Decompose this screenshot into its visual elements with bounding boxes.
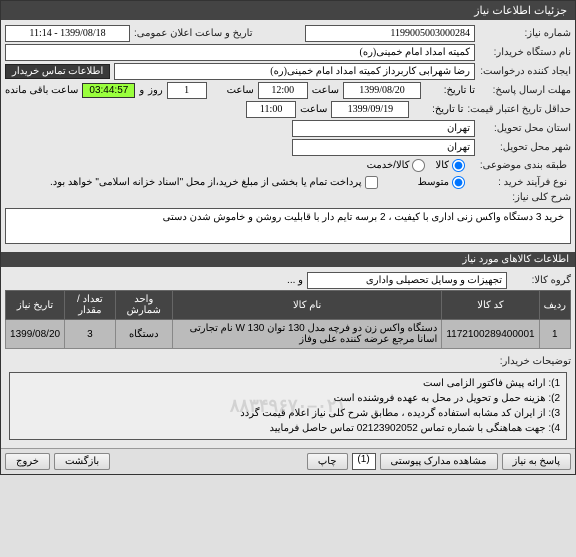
validity-time bbox=[246, 101, 296, 118]
announce-label: تاریخ و ساعت اعلان عمومی: bbox=[134, 28, 253, 39]
reply-button[interactable]: پاسخ به نیاز bbox=[502, 453, 572, 470]
deadline-label: مهلت ارسال پاسخ: bbox=[479, 85, 571, 96]
announce-field bbox=[5, 25, 130, 42]
desc-label: شرح کلی نیاز: bbox=[479, 192, 571, 203]
remaining-days bbox=[167, 82, 207, 99]
buyer-org-field bbox=[5, 44, 475, 61]
deadline-time bbox=[258, 82, 308, 99]
note-line-3: 3): از ایران کد مشابه استفاده گردیده ، م… bbox=[16, 406, 560, 421]
deadline-date bbox=[343, 82, 421, 99]
need-description: خرید 3 دستگاه واکس زنی اداری با کیفیت ، … bbox=[5, 208, 571, 244]
exit-button[interactable]: خروج bbox=[5, 453, 50, 470]
delivery-city-label: شهر محل تحویل: bbox=[479, 142, 571, 153]
table-row: 1 1172100289400001 دستگاه واکس زن دو فرچ… bbox=[6, 320, 571, 349]
footer-bar: پاسخ به نیاز مشاهده مدارک پیوستی (1) چاپ… bbox=[1, 448, 575, 474]
buyer-notes: 1): ارائه پیش فاکتور الزامی است 2): هزین… bbox=[9, 372, 567, 440]
radio-goods-service-input[interactable] bbox=[412, 159, 425, 172]
col-name: نام کالا bbox=[172, 291, 441, 320]
group-field bbox=[307, 272, 507, 289]
radio-mid-input[interactable] bbox=[452, 176, 465, 189]
countdown-timer: 03:44:57 bbox=[82, 83, 135, 98]
time-word-1: ساعت bbox=[312, 85, 339, 96]
need-details-window: جزئیات اطلاعات نیاز شماره نیاز: تاریخ و … bbox=[0, 0, 576, 475]
radio-goods-service[interactable]: کالا/خدمت bbox=[367, 159, 426, 172]
note-line-2: 2): هزینه حمل و تحویل در محل به عهده فرو… bbox=[16, 391, 560, 406]
window-title: جزئیات اطلاعات نیاز bbox=[1, 1, 575, 20]
delivery-prov-field bbox=[292, 120, 475, 137]
buyer-org-label: نام دستگاه خریدار: bbox=[479, 47, 571, 58]
and-word: و bbox=[139, 85, 144, 96]
treasury-check[interactable]: پرداخت تمام یا بخشی از مبلغ خرید،از محل … bbox=[50, 176, 378, 189]
delivery-prov-label: استان محل تحویل: bbox=[479, 123, 571, 134]
form-area: شماره نیاز: تاریخ و ساعت اعلان عمومی: نا… bbox=[1, 20, 575, 252]
radio-goods[interactable]: کالا bbox=[435, 159, 465, 172]
back-button[interactable]: بازگشت bbox=[54, 453, 110, 470]
creator-label: ایجاد کننده درخواست: bbox=[479, 66, 571, 77]
day-word: روز bbox=[148, 85, 163, 96]
classify-label: طبقه بندی موضوعی: bbox=[475, 160, 567, 171]
buyer-notes-label: توضیحات خریدار: bbox=[479, 356, 571, 367]
attachment-count: (1) bbox=[352, 453, 376, 470]
radio-goods-input[interactable] bbox=[452, 159, 465, 172]
group-etc: و ... bbox=[287, 275, 303, 286]
col-row: ردیف bbox=[539, 291, 570, 320]
validity-label: حداقل تاریخ اعتبار قیمت: bbox=[467, 104, 571, 115]
until-label: تا تاریخ: bbox=[425, 85, 475, 96]
view-attachments-button[interactable]: مشاهده مدارک پیوستی bbox=[380, 453, 498, 470]
items-section-header: اطلاعات کالاهای مورد نیاز bbox=[1, 252, 575, 267]
col-date: تاریخ نیاز bbox=[6, 291, 65, 320]
delivery-city-field bbox=[292, 139, 475, 156]
note-line-4: 4): جهت هماهنگی با شماره تماس 0212390205… bbox=[16, 421, 560, 436]
col-code: کد کالا bbox=[442, 291, 539, 320]
print-button[interactable]: چاپ bbox=[307, 453, 348, 470]
remaining-label: ساعت باقی مانده bbox=[5, 85, 78, 96]
time-word-2: ساعت bbox=[227, 85, 254, 96]
note-line-1: 1): ارائه پیش فاکتور الزامی است bbox=[16, 376, 560, 391]
need-no-field bbox=[305, 25, 475, 42]
treasury-checkbox[interactable] bbox=[365, 176, 378, 189]
purchase-type-label: نوع فرآیند خرید : bbox=[475, 177, 567, 188]
time-word-3: ساعت bbox=[300, 104, 327, 115]
radio-mid[interactable]: متوسط bbox=[418, 176, 465, 189]
col-unit: واحد شمارش bbox=[115, 291, 172, 320]
contact-buyer-button[interactable]: اطلاعات تماس خریدار bbox=[5, 64, 110, 79]
need-no-label: شماره نیاز: bbox=[479, 28, 571, 39]
validity-date bbox=[331, 101, 409, 118]
col-qty: تعداد / مقدار bbox=[65, 291, 116, 320]
items-table: ردیف کد کالا نام کالا واحد شمارش تعداد /… bbox=[5, 290, 571, 349]
group-label: گروه کالا: bbox=[511, 275, 571, 286]
until-label-2: تا تاریخ: bbox=[413, 104, 463, 115]
creator-field bbox=[114, 63, 475, 80]
